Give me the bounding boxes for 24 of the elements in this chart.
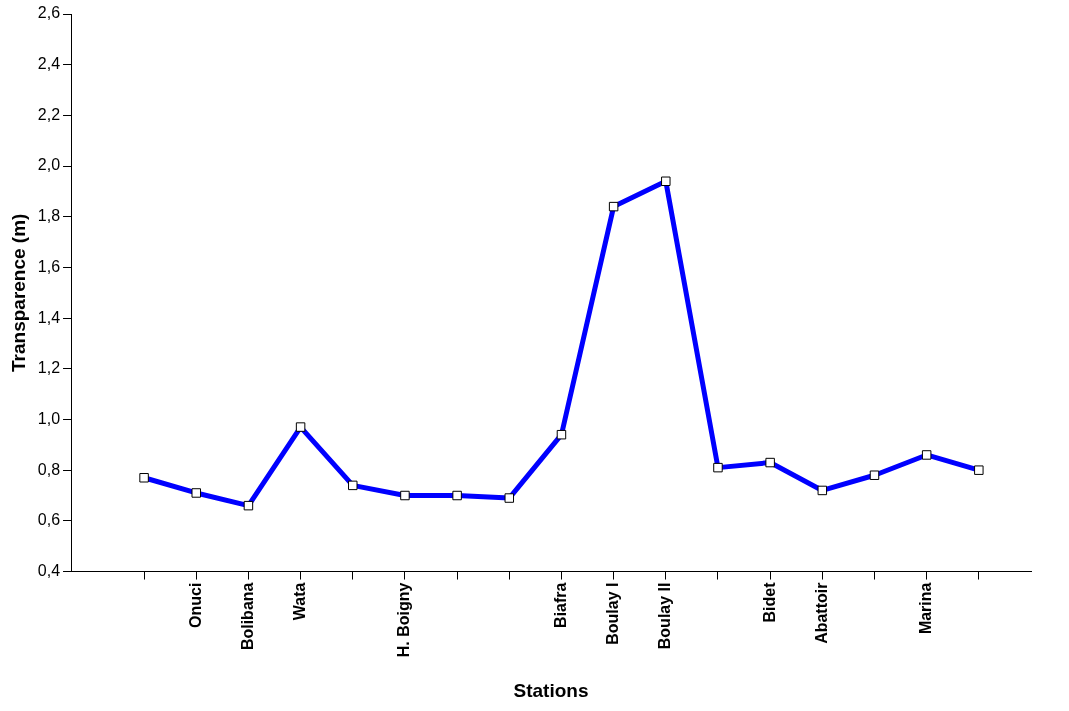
y-tick-label: 0,6: [37, 511, 61, 529]
y-tick-label: 1,0: [37, 409, 61, 427]
y-tick-label: 2,4: [37, 55, 61, 73]
x-tick-label: Bolibana: [238, 582, 256, 651]
x-tick-label: Bidet: [760, 581, 778, 623]
y-tick-label: 1,8: [37, 207, 61, 225]
x-tick-label: Boulay II: [656, 582, 674, 650]
y-tick-label: 2,0: [37, 156, 61, 174]
y-tick-label: 0,4: [37, 561, 61, 579]
x-axis-title: Stations: [513, 679, 589, 701]
x-tick-label: Abattoir: [812, 582, 830, 644]
y-tick-label: 2,2: [37, 105, 61, 123]
y-tick-label: 1,6: [37, 257, 61, 275]
y-tick-label: 2,6: [37, 4, 61, 22]
x-tick-label: Boulay I: [604, 582, 622, 645]
y-tick-label: 1,2: [37, 359, 61, 377]
x-tick-label: Onuci: [186, 582, 204, 628]
x-tick-label: Wata: [291, 582, 308, 621]
y-axis-title: Transparence (m): [7, 213, 29, 372]
x-tick-label: Biafra: [551, 582, 569, 628]
y-tick-label: 1,4: [37, 308, 61, 326]
y-tick-label: 0,8: [37, 460, 61, 478]
x-tick-label: H. Boigny: [395, 582, 413, 658]
x-tick-label: Marina: [917, 582, 935, 635]
